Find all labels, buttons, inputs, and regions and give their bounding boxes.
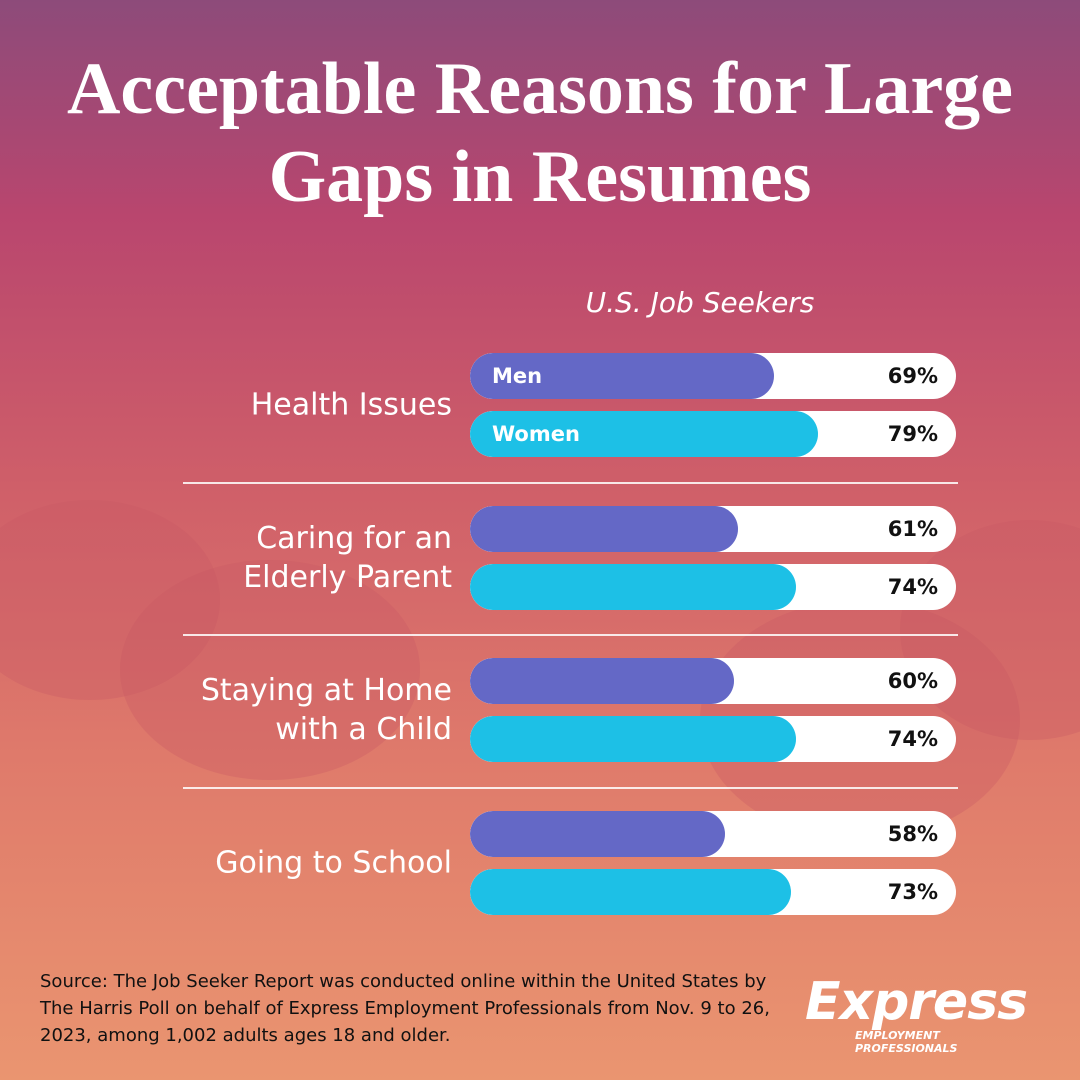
bar-track: 74% bbox=[470, 716, 956, 762]
bar bbox=[470, 811, 726, 857]
value-label: 60% bbox=[887, 669, 938, 693]
legend-label: Women bbox=[492, 422, 580, 446]
value-label: 74% bbox=[887, 727, 938, 751]
separator bbox=[183, 634, 958, 636]
legend-label: Men bbox=[492, 364, 543, 388]
cloud bbox=[120, 560, 420, 780]
source-note: Source: The Job Seeker Report was conduc… bbox=[40, 971, 770, 1046]
logo: Express EMPLOYMENT PROFESSIONALS bbox=[805, 975, 1045, 1055]
logo-name: Express bbox=[805, 972, 1028, 1032]
bar-track: 73% bbox=[470, 869, 956, 915]
value-label: 74% bbox=[887, 575, 938, 599]
value-label: 58% bbox=[887, 822, 938, 846]
bar bbox=[470, 716, 796, 762]
bar-track: 74% bbox=[470, 564, 956, 610]
category-label: Going to School bbox=[215, 845, 452, 881]
value-label: 61% bbox=[887, 517, 938, 541]
separator bbox=[183, 482, 958, 484]
value-label: 69% bbox=[887, 364, 938, 388]
category-label: Staying at Home with a Child bbox=[200, 673, 452, 747]
chart-title: Acceptable Reasons for Large Gaps in Res… bbox=[66, 48, 1014, 218]
bar-track: Women 79% bbox=[470, 411, 956, 457]
value-label: 73% bbox=[887, 880, 938, 904]
separator bbox=[183, 787, 958, 789]
cloud bbox=[0, 500, 220, 700]
value-label: 79% bbox=[887, 422, 938, 446]
bar bbox=[470, 658, 734, 704]
bar-track: 58% bbox=[470, 811, 956, 857]
bar bbox=[470, 869, 792, 915]
bar-track: Men 69% bbox=[470, 353, 956, 399]
category-label: Health Issues bbox=[250, 387, 452, 423]
bar bbox=[470, 506, 739, 552]
bar-track: 61% bbox=[470, 506, 956, 552]
bar bbox=[470, 353, 774, 399]
bar-track: 60% bbox=[470, 658, 956, 704]
chart-subtitle: U.S. Job Seekers bbox=[585, 286, 815, 319]
bar bbox=[470, 411, 818, 457]
logo-tagline: EMPLOYMENT PROFESSIONALS bbox=[855, 1029, 958, 1055]
bar bbox=[470, 564, 796, 610]
category-label: Caring for an Elderly Parent bbox=[243, 521, 452, 595]
